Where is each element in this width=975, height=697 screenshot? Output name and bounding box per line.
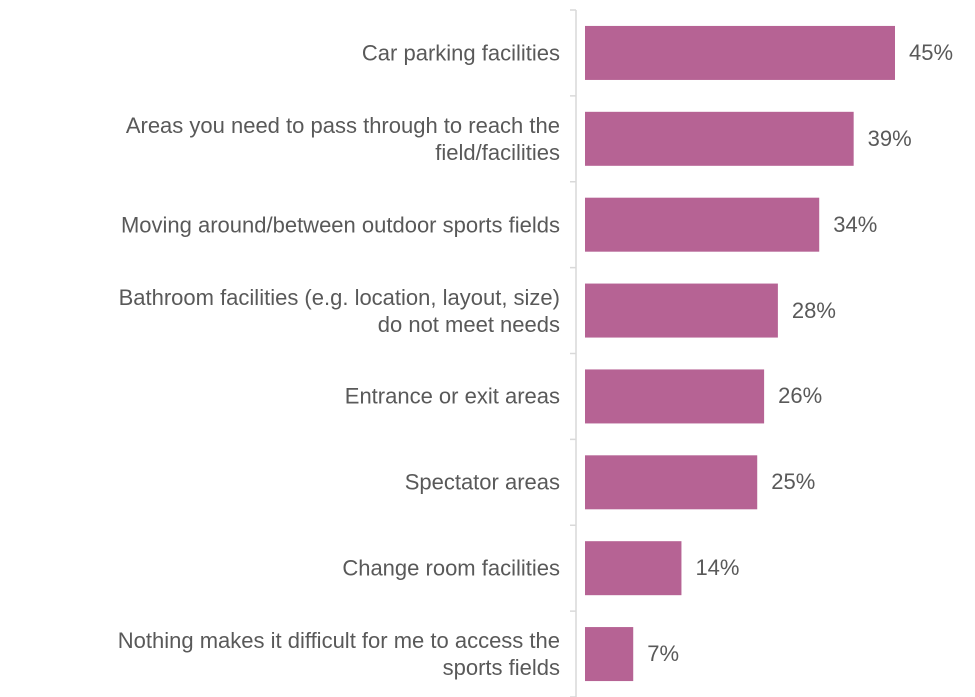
bar (585, 197, 820, 252)
category-label: Entrance or exit areas (344, 383, 560, 409)
category-label: Bathroom facilities (e.g. location, layo… (118, 284, 560, 337)
bar (585, 541, 682, 596)
category-label: Moving around/between outdoor sports fie… (120, 212, 560, 238)
value-label: 39% (867, 125, 912, 151)
bar (585, 111, 854, 166)
value-label: 14% (695, 555, 740, 581)
value-label: 26% (778, 383, 823, 409)
category-label: Car parking facilities (361, 40, 560, 66)
category-label: Areas you need to pass through to reach … (125, 112, 560, 165)
category-label: Spectator areas (404, 469, 560, 495)
value-label: 7% (647, 641, 680, 667)
bar (585, 369, 765, 424)
bar (585, 455, 758, 510)
value-label: 45% (909, 39, 954, 65)
value-label: 34% (833, 211, 878, 237)
value-label: 28% (791, 297, 836, 323)
category-label: Nothing makes it difficult for me to acc… (117, 628, 560, 681)
bar (585, 25, 895, 80)
bar (585, 627, 634, 682)
bar (585, 283, 778, 338)
value-label: 25% (771, 469, 816, 495)
category-label: Change room facilities (342, 555, 560, 581)
